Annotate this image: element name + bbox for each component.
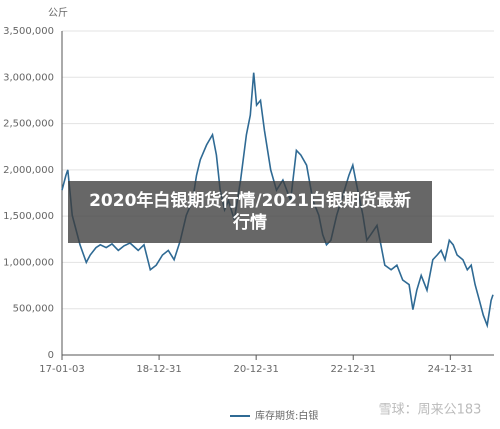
legend-label: 库存期货:白银 (255, 409, 318, 422)
y-tick-label: 3,500,000 (3, 26, 54, 37)
y-tick-label: 2,000,000 (3, 165, 54, 176)
x-tick-label: 18-12-31 (136, 364, 181, 375)
x-tick-label: 22-12-31 (331, 364, 376, 375)
y-tick-label: 1,500,000 (3, 211, 54, 222)
y-axis-label: 公斤 (48, 7, 68, 19)
watermark: 雪球：周来公183 (379, 403, 482, 418)
title-banner: 2020年白银期货行情/2021白银期货最新行情 (68, 181, 432, 243)
x-tick-label: 20-12-31 (233, 364, 278, 375)
x-tick-label: 24-12-31 (428, 364, 473, 375)
y-tick-label: 0 (48, 350, 54, 361)
y-tick-label: 500,000 (13, 304, 54, 315)
series-line (61, 72, 494, 329)
y-tick-label: 1,000,000 (3, 257, 54, 268)
chart-title: 2020年白银期货行情/2021白银期货最新行情 (89, 191, 411, 233)
y-tick-label: 3,000,000 (3, 72, 54, 83)
x-tick-label: 17-01-03 (39, 364, 84, 375)
y-tick-label: 2,500,000 (3, 119, 54, 130)
